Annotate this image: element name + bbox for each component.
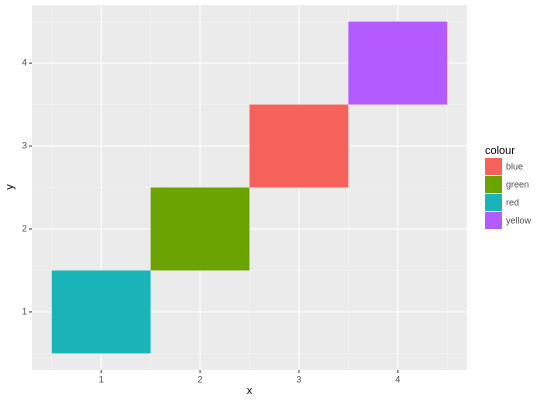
tile xyxy=(348,21,448,105)
x-tick-label: 2 xyxy=(198,374,203,384)
y-tick-label: 3 xyxy=(22,140,27,150)
y-tick-label: 1 xyxy=(22,306,27,316)
x-tick-label: 4 xyxy=(395,374,400,384)
legend-label: blue xyxy=(506,161,523,171)
y-tick-label: 4 xyxy=(22,57,27,67)
x-tick-label: 1 xyxy=(99,374,104,384)
legend-label: red xyxy=(506,197,519,207)
tile xyxy=(150,187,250,271)
legend-label: yellow xyxy=(506,215,532,225)
legend-label: green xyxy=(506,179,529,189)
tile xyxy=(249,104,349,188)
x-axis-title: x xyxy=(247,385,253,397)
legend-swatch xyxy=(485,176,502,193)
y-axis-title: y xyxy=(4,184,16,190)
legend-title: colour xyxy=(485,145,515,157)
legend-swatch xyxy=(485,212,502,229)
legend-swatch xyxy=(485,158,502,175)
y-tick-label: 2 xyxy=(22,223,27,233)
tile xyxy=(51,270,151,354)
legend-swatch xyxy=(485,194,502,211)
x-tick-label: 3 xyxy=(296,374,301,384)
